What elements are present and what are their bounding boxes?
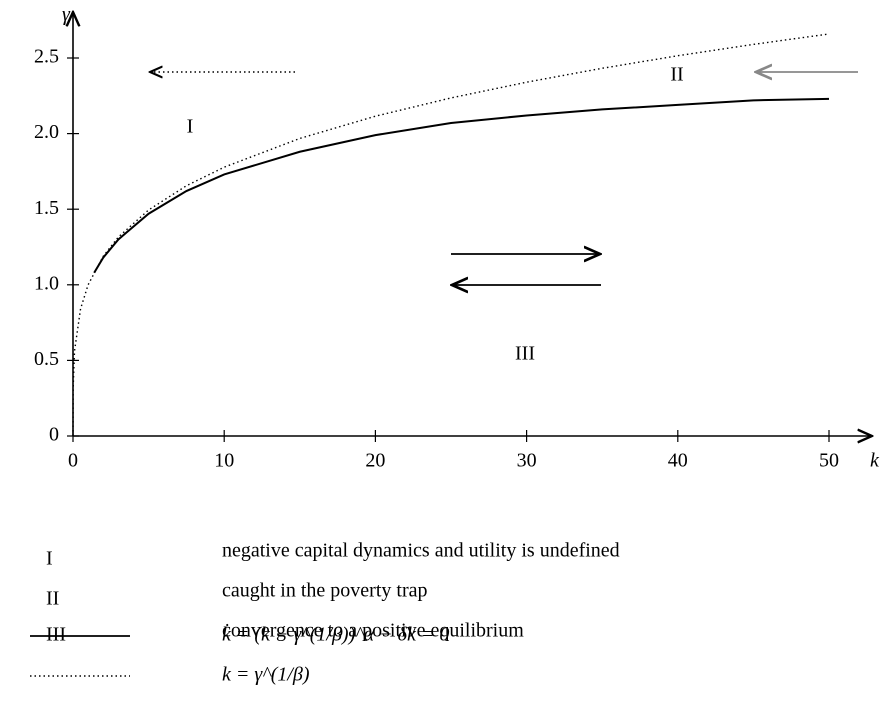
region-label: III: [515, 343, 535, 365]
x-tick-label: 20: [365, 450, 385, 472]
y-axis-label: γ: [62, 4, 71, 26]
x-tick-label: 10: [214, 450, 234, 472]
y-tick-label: 0.5: [34, 348, 59, 370]
legend-label: III: [46, 624, 66, 646]
legend-label: I: [46, 548, 53, 570]
y-tick-label: 2.5: [34, 46, 59, 68]
x-axis-label: k: [870, 450, 880, 472]
x-tick-label: 30: [517, 450, 537, 472]
legend-text: k = γ^(1/β): [222, 664, 310, 686]
legend-text: convergence to a positive equilibrium: [222, 620, 524, 642]
x-tick-label: 40: [668, 450, 688, 472]
legend-label: II: [46, 588, 59, 610]
y-tick-label: 2.0: [34, 121, 59, 143]
legend-text: k̇ = (k − γ^(1/β))^α − δk = 0: [222, 622, 449, 646]
y-tick-label: 1.0: [34, 272, 59, 294]
x-tick-label: 0: [68, 450, 78, 472]
region-label: I: [187, 116, 194, 138]
region-label: II: [670, 64, 683, 86]
line-series: [72, 33, 830, 437]
legend-text: negative capital dynamics and utility is…: [222, 540, 620, 562]
legend: k̇ = (k − γ^(1/β))^α − δk = 0 k = γ^(1/β…: [30, 622, 449, 686]
line-series: [93, 97, 830, 274]
x-tick-label: 50: [819, 450, 839, 472]
y-tick-label: 0: [49, 424, 59, 446]
y-tick-label: 1.5: [34, 197, 59, 219]
legend-text: caught in the poverty trap: [222, 580, 428, 602]
